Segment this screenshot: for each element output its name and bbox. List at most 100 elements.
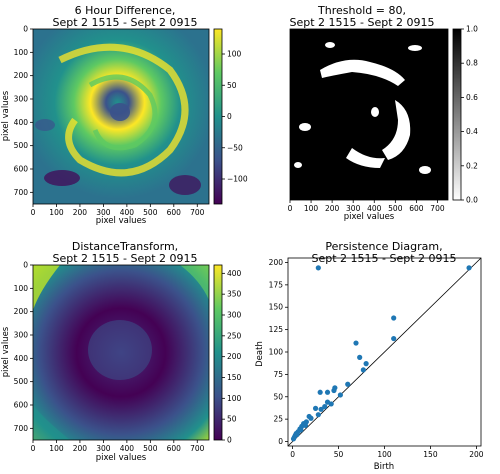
colorbar: [453, 29, 461, 200]
scatter-plot-area: [287, 257, 482, 447]
y-tick-label: 100: [269, 348, 284, 357]
colorbar-tick-label: 1.0: [466, 25, 478, 34]
threshold-region: [299, 123, 311, 131]
x-tick-label: 300: [96, 208, 111, 217]
colorbar-tick-label: 350: [227, 290, 242, 299]
y-tick-label: 600: [14, 401, 29, 410]
heatmap-image: [33, 29, 209, 204]
colorbar-tick-label: 250: [227, 331, 242, 340]
threshold-region: [346, 148, 385, 168]
y-tick-label: 100: [14, 48, 29, 57]
colorbar-frame: [213, 264, 223, 441]
scatter-point: [391, 315, 397, 321]
y-tick-label: 600: [14, 165, 29, 174]
panel-6-hour-difference: 6 Hour Difference, Sept 2 1515 - Sept 2 …: [1, 4, 248, 226]
colorbar-tick-label: 0.8: [466, 59, 478, 68]
dark-patch: [35, 119, 55, 131]
threshold-region: [408, 45, 422, 51]
y-tick-label: 200: [14, 307, 29, 316]
threshold-region: [325, 42, 335, 48]
threshold-background: [290, 29, 448, 200]
diagonal-line: [287, 257, 482, 447]
chart-title-line-1: Threshold = 80,: [317, 4, 406, 17]
y-tick-label: 500: [14, 377, 29, 386]
y-tick-label: 100: [14, 284, 29, 293]
x-tick-label: 50: [334, 450, 344, 459]
panel-persistence-diagram: Persistence Diagram, Sept 2 1515 - Sept …: [255, 240, 484, 472]
chart-title-line-2: Sept 2 1515 - Sept 2 0915: [311, 252, 456, 265]
x-tick-label: 100: [304, 204, 319, 213]
colorbar-tick-label: −50: [227, 143, 243, 152]
chart-title-line-1: DistanceTransform,: [72, 240, 178, 253]
x-tick-label: 300: [346, 204, 361, 213]
colorbar-tick-label: 0.4: [466, 127, 478, 136]
colorbar-tick-label: 300: [227, 311, 242, 320]
x-axis-label: pixel values: [96, 453, 147, 463]
x-tick-label: 0: [31, 208, 36, 217]
chart-title-line-1: Persistence Diagram,: [325, 240, 442, 253]
colorbar-tick-label: 0.6: [466, 93, 478, 102]
heatmap-image: [290, 29, 448, 200]
scatter-point: [315, 265, 321, 271]
colorbar: [214, 265, 222, 440]
y-tick-label: 25: [273, 415, 283, 424]
storm-eye: [110, 103, 130, 121]
x-tick-label: 700: [430, 204, 445, 213]
y-tick-label: 700: [14, 424, 29, 433]
threshold-region: [371, 107, 379, 117]
heatmap-image: [33, 265, 209, 440]
x-tick-label: 600: [167, 444, 182, 453]
scatter-point: [312, 405, 319, 411]
x-tick-label: 300: [96, 444, 111, 453]
x-tick-label: 200: [325, 204, 340, 213]
x-tick-label: 100: [49, 444, 64, 453]
x-tick-label: 200: [73, 444, 88, 453]
axes-frame: [289, 28, 449, 201]
scatter-point: [345, 381, 351, 387]
scatter-point: [322, 404, 328, 410]
scatter-point: [324, 399, 331, 405]
colorbar-tick-label: 0: [227, 436, 232, 445]
axes-frame: [32, 28, 210, 205]
threshold-region: [419, 166, 431, 174]
y-tick-label: 75: [273, 370, 283, 379]
scatter-point: [298, 427, 304, 433]
colorbar-ticks: 400 350 300 250 200 150 100 50 0: [222, 269, 242, 445]
far-corner-region: [33, 405, 70, 440]
colorbar-frame: [452, 28, 462, 201]
x-tick-label: 0: [31, 444, 36, 453]
y-axis-ticks: 0 100 200 300 400 500 600 700: [14, 261, 33, 433]
scatter-point: [391, 335, 397, 342]
y-axis-ticks: 0 100 200 300 400 500 600 700: [14, 25, 33, 197]
colorbar-tick-label: 100: [227, 50, 242, 59]
scatter-point: [353, 340, 359, 346]
x-tick-label: 700: [190, 208, 205, 217]
chart-title-line-2: Sept 2 1515 - Sept 2 0915: [289, 16, 434, 29]
y-tick-label: 125: [269, 325, 284, 334]
far-corner-region: [180, 265, 209, 300]
x-tick-label: 500: [143, 444, 158, 453]
spiral-band-inner: [88, 74, 158, 151]
scatter-point: [318, 406, 324, 412]
x-tick-label: 100: [377, 450, 392, 459]
panel-distance-transform: DistanceTransform, Sept 2 1515 - Sept 2 …: [1, 240, 242, 463]
chart-title-line-2: Sept 2 1515 - Sept 2 0915: [52, 252, 197, 265]
scatter-point: [324, 389, 331, 395]
panel-threshold: Threshold = 80, Sept 2 1515 - Sept 2 091…: [288, 4, 479, 222]
far-corner-region: [33, 265, 60, 310]
scatter-points: [290, 265, 472, 442]
y-tick-label: 500: [14, 141, 29, 150]
colorbar-tick-label: 50: [227, 81, 237, 90]
y-tick-label: 50: [273, 392, 283, 401]
x-tick-label: 400: [367, 204, 382, 213]
axes-frame: [32, 264, 210, 441]
threshold-region: [382, 100, 411, 160]
x-tick-label: 100: [49, 208, 64, 217]
y-axis-label: pixel values: [1, 326, 11, 377]
colorbar-tick-label: 150: [227, 373, 242, 382]
y-tick-label: 300: [14, 95, 29, 104]
scatter-point: [466, 265, 472, 271]
y-tick-label: 0: [278, 437, 283, 446]
x-axis-label: Birth: [374, 462, 394, 472]
